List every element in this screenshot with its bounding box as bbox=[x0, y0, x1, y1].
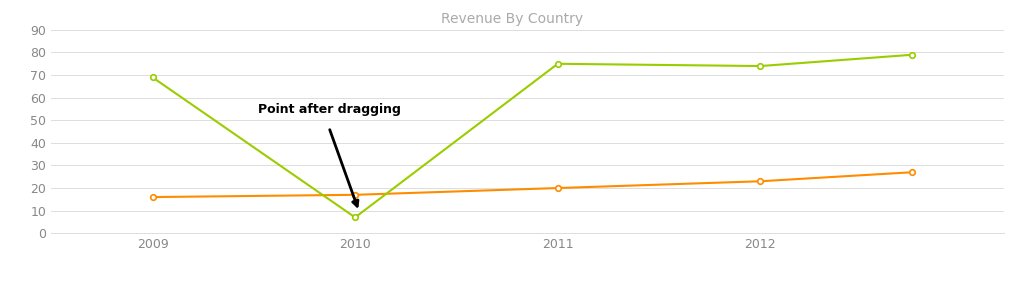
Text: Point after dragging: Point after dragging bbox=[258, 103, 400, 116]
Text: Revenue By Country: Revenue By Country bbox=[441, 12, 583, 26]
